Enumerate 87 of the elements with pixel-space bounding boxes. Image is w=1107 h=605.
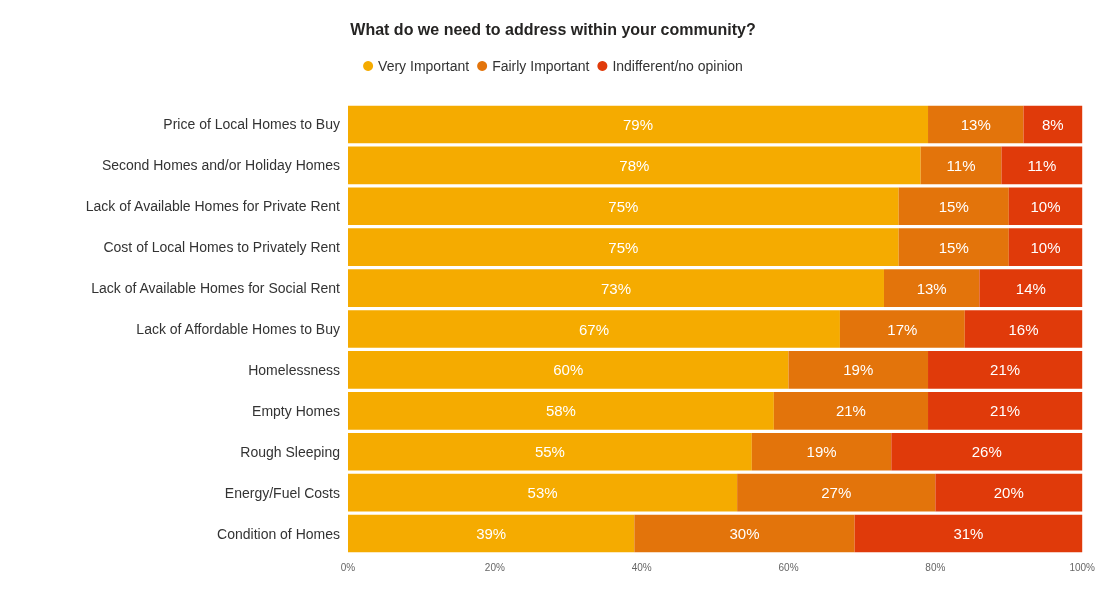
bar — [348, 392, 774, 430]
bar — [348, 228, 899, 266]
bar — [928, 351, 1083, 389]
data-label: 20% — [993, 484, 1024, 502]
y-tick-label: Empty Homes — [252, 402, 340, 419]
data-label: 75% — [608, 238, 639, 256]
data-label: 11% — [946, 156, 976, 174]
bar — [348, 269, 884, 307]
data-label: 78% — [619, 156, 650, 174]
data-label: 30% — [729, 525, 760, 543]
y-tick-label: Price of Local Homes to Buy — [163, 116, 340, 133]
data-label: 27% — [821, 484, 852, 502]
legend-label: Indifferent/no opinion — [612, 58, 743, 74]
data-label: 21% — [990, 402, 1021, 420]
data-label: 55% — [534, 443, 565, 461]
data-label: 39% — [476, 525, 507, 543]
bar — [891, 432, 1083, 471]
bar — [928, 105, 1024, 144]
data-label: 10% — [1030, 238, 1061, 256]
bar — [1001, 146, 1083, 185]
bar — [920, 146, 1002, 185]
bar — [883, 269, 980, 307]
bar — [348, 105, 929, 144]
data-label: 13% — [960, 115, 991, 133]
data-label: 26% — [971, 443, 1002, 461]
data-label: 19% — [806, 443, 837, 461]
bar — [1008, 187, 1083, 226]
x-tick-label: 100% — [1069, 561, 1096, 573]
bar — [348, 473, 738, 512]
y-tick-label: Lack of Available Homes for Social Rent — [91, 280, 341, 297]
data-label: 53% — [527, 484, 558, 502]
data-label: 21% — [990, 361, 1021, 379]
bar — [348, 432, 752, 471]
legend-label: Very Important — [378, 58, 470, 74]
x-tick-label: 0% — [340, 561, 356, 573]
bar — [935, 473, 1083, 512]
bar — [979, 269, 1083, 307]
y-tick-label: Condition of Homes — [217, 525, 340, 542]
x-tick-label: 80% — [925, 561, 946, 573]
data-label: 31% — [953, 525, 984, 543]
bar — [634, 514, 855, 553]
y-tick-label: Second Homes and/or Holiday Homes — [101, 157, 340, 174]
bar — [751, 432, 892, 471]
bar — [1008, 228, 1083, 266]
bar — [898, 187, 1009, 226]
data-label: 67% — [578, 320, 609, 338]
x-tick-label: 40% — [631, 561, 652, 573]
bar — [348, 351, 789, 389]
bar — [348, 146, 921, 185]
chart-title: What do we need to address within your community? — [350, 20, 756, 38]
data-label: 17% — [887, 320, 918, 338]
data-label: 19% — [843, 361, 874, 379]
bar — [928, 392, 1083, 430]
data-label: 10% — [1030, 197, 1061, 215]
data-label: 14% — [1015, 279, 1046, 297]
data-label: 15% — [938, 197, 969, 215]
y-tick-label: Cost of Local Homes to Privately Rent — [103, 239, 341, 256]
y-tick-label: Lack of Affordable Homes to Buy — [136, 321, 340, 337]
data-label: 58% — [545, 402, 576, 420]
data-label: 60% — [553, 361, 584, 379]
y-tick-label: Lack of Available Homes for Private Rent — [85, 198, 341, 215]
data-label: 8% — [1042, 115, 1064, 133]
bar — [348, 187, 899, 226]
bar — [839, 310, 965, 348]
bar — [773, 392, 929, 430]
bar — [737, 473, 936, 512]
data-label: 11% — [1027, 156, 1057, 174]
legend-label: Fairly Important — [492, 58, 590, 74]
data-label: 75% — [608, 197, 639, 215]
data-label: 13% — [916, 279, 947, 297]
data-label: 21% — [835, 402, 866, 420]
bar — [348, 514, 635, 553]
data-label: 16% — [1008, 320, 1039, 338]
data-label: 15% — [938, 238, 969, 256]
y-tick-label: Energy/Fuel Costs — [224, 484, 340, 501]
bar — [348, 310, 840, 348]
bar — [854, 514, 1083, 553]
y-tick-label: Homelessness — [248, 361, 340, 378]
data-label: 73% — [600, 279, 631, 297]
data-label: 79% — [623, 115, 654, 133]
y-tick-label: Rough Sleeping — [240, 443, 340, 460]
bar — [788, 351, 929, 389]
x-tick-label: 20% — [484, 561, 505, 573]
bar — [898, 228, 1009, 266]
x-tick-label: 60% — [778, 561, 799, 573]
bar — [1023, 105, 1083, 144]
bar — [964, 310, 1083, 348]
